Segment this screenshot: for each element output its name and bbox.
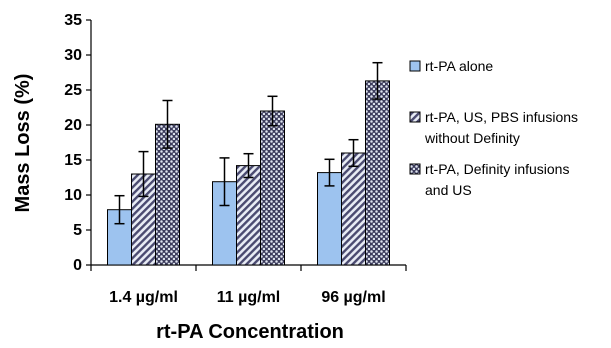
bar [260,110,285,266]
legend: rt-PA alone rt-PA, US, PBS infusions witho… [409,58,578,198]
x-axis-title: rt-PA Concentration [156,321,344,343]
legend-label: and US [425,182,472,198]
bar [365,80,390,266]
bar [317,172,342,266]
y-tick-label: 35 [64,12,82,29]
y-tick-label: 20 [64,117,82,134]
y-tick-label: 30 [64,47,82,64]
legend-label: rt-PA alone [425,58,493,74]
x-tick-label: 11 µg/ml [217,289,280,306]
y-tick-label: 25 [64,82,82,99]
legend-label: rt-PA, US, PBS infusions [425,109,578,125]
legend-swatch [409,60,421,72]
y-tick-label: 15 [64,152,82,169]
y-tick-label: 10 [64,187,82,204]
y-tick-label: 5 [73,222,82,239]
bar [236,165,261,266]
plot-area: 0 5 10 15 20 25 30 35 1.4 µg/ml 11 µg/ml 96 µg/ml [64,12,407,306]
y-tick-label: 0 [73,257,82,274]
y-axis-title: Mass Loss (%) [12,74,34,213]
x-tick-label: 1.4 µg/ml [109,289,178,306]
legend-swatch [409,111,421,123]
legend-label: without Definity [424,130,520,146]
legend-label: rt-PA, Definity infusions [425,161,569,177]
legend-swatch [409,163,421,175]
bar [341,152,366,266]
x-tick-label: 96 µg/ml [321,289,385,306]
